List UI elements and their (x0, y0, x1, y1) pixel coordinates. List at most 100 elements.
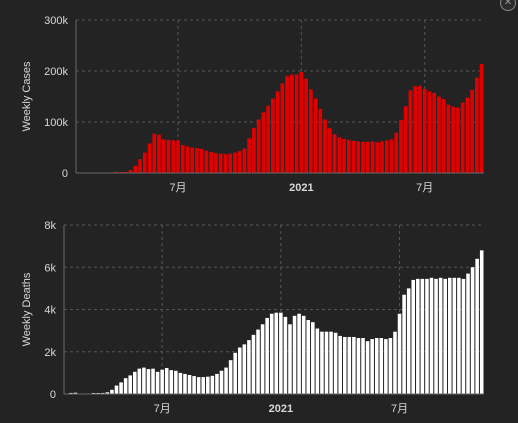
deaths-bar (265, 317, 269, 394)
cases-bar (157, 134, 161, 173)
deaths-bar (452, 277, 457, 394)
cases-bar (432, 92, 437, 173)
cases-bar (138, 159, 142, 173)
deaths-bar (69, 392, 73, 394)
deaths-bar (443, 278, 447, 394)
cases-bar (290, 74, 294, 173)
cases-bar (214, 153, 218, 173)
deaths-bar (237, 347, 242, 394)
deaths-bar (119, 382, 123, 394)
deaths-bar (210, 375, 215, 394)
cases-bar (233, 152, 237, 173)
cases-bar (123, 171, 128, 173)
cases-bar (422, 88, 427, 173)
y-tick-label: 0 (62, 168, 68, 180)
cases-bar (437, 96, 441, 173)
deaths-bar (151, 368, 155, 394)
y-tick-label: 8k (44, 220, 56, 232)
deaths-bar (297, 313, 301, 394)
deaths-bar (123, 378, 128, 394)
deaths-bar (320, 331, 324, 394)
deaths-bar (370, 339, 374, 394)
cases-bar (266, 105, 270, 173)
cases-bar (147, 143, 152, 173)
y-tick-label: 6k (44, 262, 56, 274)
deaths-bar (384, 339, 388, 394)
deaths-bar (342, 336, 347, 394)
cases-bar (161, 139, 166, 173)
x-tick-label: 2021 (269, 403, 293, 415)
deaths-bar (379, 338, 384, 394)
deaths-bar (132, 371, 137, 394)
cases-bar (180, 144, 185, 173)
deaths-bar (178, 372, 183, 394)
deaths-bar (438, 277, 443, 394)
y-axis-title: Weekly Deaths (21, 272, 33, 346)
deaths-bar (251, 334, 256, 394)
cases-bar (252, 128, 256, 173)
deaths-bar (174, 370, 178, 394)
deaths-bar (224, 367, 228, 394)
cases-bar (460, 102, 465, 173)
deaths-bar (333, 332, 338, 394)
cases-bar (441, 99, 446, 173)
y-tick-label: 100k (44, 117, 68, 129)
cases-bar (280, 83, 285, 173)
cases-bar (261, 112, 266, 173)
cases-bar (176, 140, 180, 173)
y-tick-label: 0 (50, 389, 56, 401)
deaths-bar (434, 278, 438, 394)
cases-bar (408, 90, 413, 173)
deaths-bar (402, 294, 406, 394)
cases-bar (380, 141, 384, 173)
cases-bar (337, 137, 342, 173)
cases-bar (195, 148, 199, 173)
cases-bar (418, 85, 422, 173)
deaths-bar (311, 322, 315, 394)
cases-bar (242, 148, 247, 173)
cases-bar (456, 107, 460, 173)
cases-bar (365, 141, 370, 173)
cases-bar (394, 132, 399, 173)
cases-bar (199, 149, 204, 173)
deaths-bar (201, 377, 206, 394)
cases-bar (318, 108, 323, 173)
deaths-bar (361, 338, 365, 394)
cases-bar (403, 106, 408, 173)
cases-bar (166, 139, 171, 173)
cases-bar (185, 146, 190, 173)
deaths-bar (196, 377, 201, 394)
cases-bar (190, 147, 195, 173)
weekly-deaths-chart: 0 2k 4k 6k 8k 7月 2021 7月 Weekly Deaths (21, 220, 484, 415)
cases-bar (237, 151, 242, 173)
deaths-bar (315, 328, 320, 394)
cases-bar (304, 78, 308, 173)
cases-bar (218, 153, 223, 173)
deaths-bar (233, 352, 237, 394)
cases-bar (204, 150, 209, 173)
weekly-cases-chart: 0 100k 200k 300k 7月 2021 7月 Weekly Cases (21, 15, 484, 194)
cases-bar (133, 165, 138, 173)
cases-bar (351, 140, 356, 173)
cases-bar (399, 119, 403, 173)
x-tick-label: 7月 (391, 403, 408, 415)
cases-bar (479, 63, 484, 173)
deaths-bar (247, 340, 251, 394)
deaths-bar (219, 370, 224, 394)
close-icon[interactable]: ✕ (500, 0, 516, 11)
x-tick-label: 2021 (289, 182, 313, 194)
deaths-bar (206, 376, 210, 394)
deaths-bar (447, 277, 452, 394)
cases-bar (470, 89, 474, 173)
cases-bar (247, 138, 252, 173)
cases-bar (142, 152, 147, 173)
deaths-bar (101, 392, 105, 394)
cases-bar (171, 140, 176, 173)
deaths-bar (352, 336, 356, 394)
deaths-bar (114, 385, 119, 394)
y-tick-label: 300k (44, 15, 68, 27)
cases-bar (271, 98, 275, 173)
deaths-bar (470, 267, 475, 394)
deaths-bar (169, 370, 174, 394)
cases-bar (313, 98, 318, 173)
